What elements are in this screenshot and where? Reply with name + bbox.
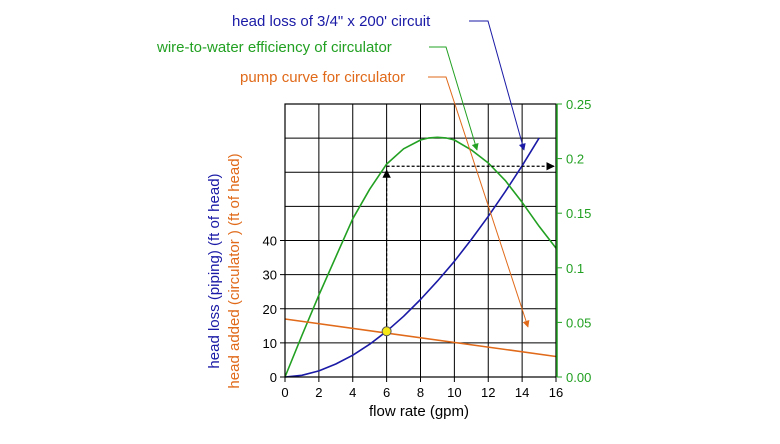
series-layer — [284, 136, 557, 378]
x-axis-title: flow rate (gpm) — [369, 403, 469, 420]
y-right-tick-label: 0.15 — [566, 206, 591, 221]
y-right-tick-label: 0.25 — [566, 97, 591, 112]
x-tick-label: 14 — [515, 385, 529, 400]
y-left-tick-label: 30 — [263, 268, 277, 283]
grid-lines — [284, 103, 557, 378]
legend-label-head-loss: head loss of 3/4" x 200' circuit — [232, 13, 431, 30]
x-tick-label: 8 — [417, 385, 424, 400]
series-line-efficiency — [284, 136, 557, 378]
y-left-tick-label: 20 — [263, 302, 277, 317]
x-tick-label: 0 — [281, 385, 288, 400]
y-right-tick-label: 0.1 — [566, 261, 584, 276]
x-tick-label: 12 — [481, 385, 495, 400]
y-axis-title-head-added: head added (circulator ) (ft of head) — [226, 153, 243, 388]
y-right-tick-label: 0.00 — [566, 370, 591, 385]
x-tick-label: 16 — [549, 385, 563, 400]
y-right-tick-label: 0.05 — [566, 315, 591, 330]
leader-arrow-head-loss — [469, 20, 526, 151]
x-tick-label: 2 — [315, 385, 322, 400]
operating-point-guides — [381, 162, 555, 337]
y-left-tick-label: 0 — [270, 370, 277, 385]
y-left-tick-label: 10 — [263, 336, 277, 351]
y-left-tick-label: 40 — [263, 234, 277, 249]
legend-label-pump-curve: pump curve for circulator — [240, 69, 405, 86]
legend-label-efficiency: wire-to-water efficiency of circulator — [156, 39, 392, 56]
series-line-pump-curve — [284, 318, 557, 358]
leader-arrow-pump-curve — [428, 76, 530, 328]
y-axis-title-head-loss: head loss (piping) (ft of head) — [206, 173, 223, 368]
x-tick-label: 4 — [349, 385, 356, 400]
x-tick-label: 6 — [383, 385, 390, 400]
y-right-tick-label: 0.2 — [566, 152, 584, 167]
operating-point-marker — [381, 326, 392, 337]
leader-arrow-efficiency — [429, 46, 479, 151]
x-tick-label: 10 — [447, 385, 461, 400]
tick-labels: 0 2 4 6 8 10 12 14 16 0 10 20 30 40 0.00 0.05 0.1 0.15 0.2… — [263, 97, 592, 400]
series-line-head-loss — [284, 137, 540, 378]
